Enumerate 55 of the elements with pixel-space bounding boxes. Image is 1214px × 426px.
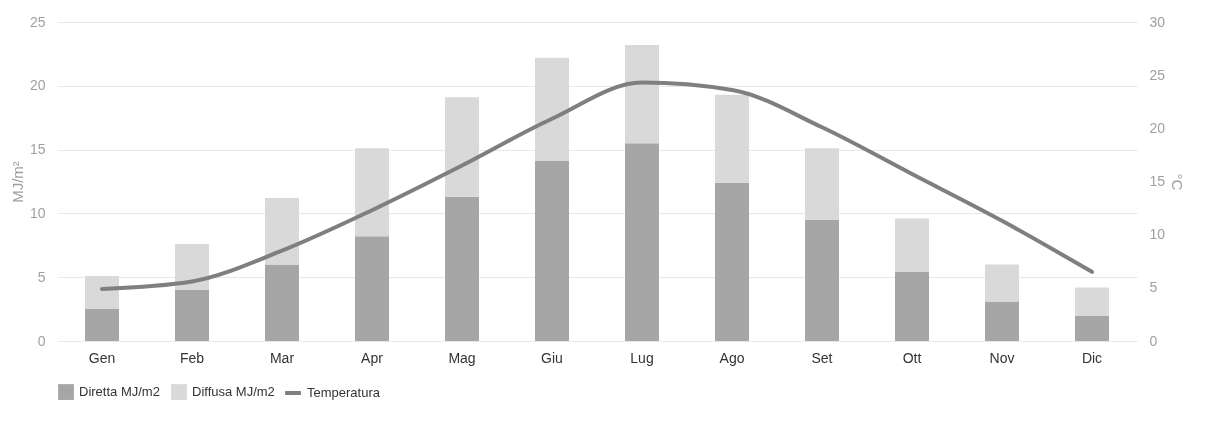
y-tick-label: 20	[29, 77, 46, 94]
y2-tick-label: 25	[1149, 66, 1166, 83]
bar	[265, 264, 299, 341]
bar	[625, 44, 659, 144]
x-tick-label: Ago	[719, 349, 745, 366]
y-axis-title: MJ/m²	[8, 161, 26, 203]
bar	[805, 219, 839, 341]
x-tick-label: Gen	[88, 349, 116, 366]
y2-tick-label: 30	[1149, 13, 1166, 30]
bar	[355, 148, 389, 237]
x-tick-label: Feb	[179, 349, 205, 366]
legend-label: Diffusa MJ/m2	[192, 384, 275, 400]
y2-tick-label: 0	[1149, 332, 1158, 349]
x-tick-label: Nov	[989, 349, 1015, 366]
x-tick-label: Mag	[448, 349, 476, 366]
y-tick-label: 25	[29, 13, 46, 30]
y2-tick-label: 10	[1149, 226, 1166, 243]
bar	[715, 94, 749, 183]
x-tick-label: Dic	[1081, 349, 1103, 366]
bar	[985, 301, 1019, 341]
bar	[535, 57, 569, 162]
x-tick-label: Set	[811, 349, 833, 366]
bar	[985, 264, 1019, 302]
x-tick-label: Lug	[630, 349, 654, 366]
bar	[895, 218, 929, 273]
x-tick-label: Giu	[541, 349, 563, 366]
bar	[805, 148, 839, 220]
bar	[85, 309, 119, 341]
line-series	[100, 80, 1094, 291]
y-tick-label: 10	[29, 204, 46, 221]
y2-tick-label: 5	[1149, 279, 1158, 296]
legend-label: Temperatura	[307, 385, 381, 400]
bar	[445, 196, 479, 341]
y-tick-label: 15	[29, 141, 46, 158]
x-tick-label: Mar	[269, 349, 295, 366]
bar	[265, 198, 299, 265]
x-tick-label: Ott	[902, 349, 922, 366]
y2-axis-title: °C	[1169, 173, 1187, 191]
x-tick-label: Apr	[361, 349, 384, 366]
bar	[1075, 287, 1109, 316]
bar	[1075, 315, 1109, 341]
bar	[85, 275, 119, 310]
legend-label: Diretta MJ/m2	[79, 384, 160, 400]
y2-tick-label: 20	[1149, 119, 1166, 136]
y2-tick-label: 15	[1149, 173, 1166, 189]
bar	[355, 236, 389, 341]
y-tick-label: 5	[37, 268, 46, 285]
y-tick-label: 0	[37, 332, 46, 349]
bar	[625, 143, 659, 341]
bar	[895, 272, 929, 341]
bar	[445, 97, 479, 197]
bar	[535, 161, 569, 341]
bar	[175, 289, 209, 341]
bar	[175, 244, 209, 290]
bar	[715, 182, 749, 341]
